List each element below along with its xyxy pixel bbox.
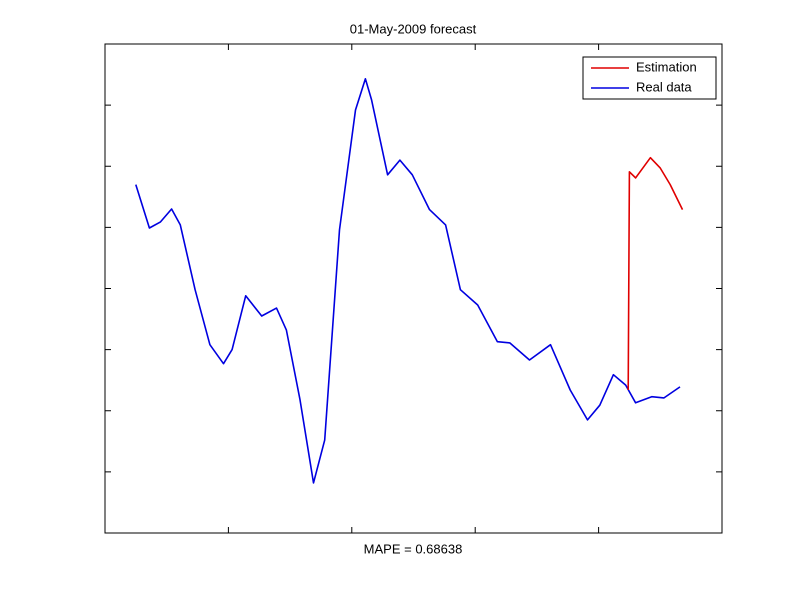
chart-title: 01-May-2009 forecast	[350, 21, 477, 36]
plot-area	[104, 43, 723, 534]
data-line	[627, 156, 684, 391]
data-line	[135, 78, 681, 484]
x-axis-label: MAPE = 0.68638	[364, 541, 463, 556]
legend-label: Real data	[636, 79, 692, 94]
legend-box	[582, 56, 717, 100]
legend-label: Estimation	[636, 59, 697, 74]
